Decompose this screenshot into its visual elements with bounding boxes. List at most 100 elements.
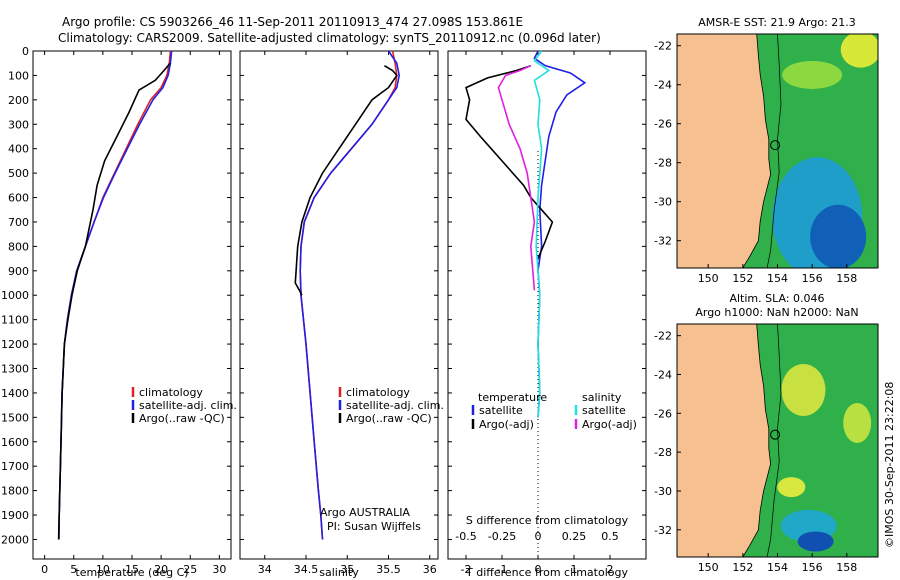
lon-tick-label: 158 xyxy=(836,561,857,574)
s-tick-label: -0.25 xyxy=(488,530,516,543)
annotation-line-1: Argo AUSTRALIA xyxy=(320,506,410,519)
legend-label: satellite-adj. clim. xyxy=(346,399,444,412)
depth-tick-label: 1900 xyxy=(1,509,29,522)
x-tick-label: 2 xyxy=(607,563,614,576)
lon-tick-label: 156 xyxy=(802,561,823,574)
legend-label: Argo(-adj) xyxy=(479,418,534,431)
cold-core-patch xyxy=(810,204,867,268)
depth-tick-label: 500 xyxy=(8,167,29,180)
x-tick-label: 35 xyxy=(340,563,354,576)
legend-label: climatology xyxy=(346,386,410,399)
depth-tick-label: 1700 xyxy=(1,460,29,473)
depth-tick-label: 800 xyxy=(8,240,29,253)
float-location-marker xyxy=(770,140,781,151)
lon-tick-label: 156 xyxy=(802,272,823,285)
x-tick-label: 30 xyxy=(212,563,226,576)
legend-label: satellite xyxy=(479,404,523,417)
lon-tick-label: 154 xyxy=(767,272,788,285)
title-line-1: Argo profile: CS 5903266_46 11-Sep-2011 … xyxy=(62,15,523,29)
annotation-line-2: PI: Susan Wijffels xyxy=(327,520,421,533)
salinity-panel: 34 34.5 35 35.5 36 climatologysatellite-adj. … xyxy=(239,50,444,576)
s-difference-xlabel: S difference from climatology xyxy=(466,514,629,527)
lat-tick-label: -24 xyxy=(654,368,672,381)
lat-tick-label: -22 xyxy=(654,40,672,53)
s-tick-label: -0.5 xyxy=(455,530,476,543)
s-tick-label: 0 xyxy=(535,530,542,543)
depth-tick-label: 2000 xyxy=(1,533,29,546)
lon-tick-label: 154 xyxy=(767,561,788,574)
depth-tick-label: 300 xyxy=(8,118,29,131)
series-line xyxy=(533,50,587,418)
sla-map: 150 152 154 156 158 -22 -24 -26 -28 -30 -32 xyxy=(654,323,879,574)
lat-tick-label: -32 xyxy=(654,235,672,248)
land-mass xyxy=(677,34,772,268)
depth-tick-label: 600 xyxy=(8,192,29,205)
x-tick-label: 15 xyxy=(125,563,139,576)
x-tick-label: 35.5 xyxy=(376,563,401,576)
legend-label: satellite xyxy=(582,404,626,417)
x-tick-label: 36 xyxy=(423,563,437,576)
legend-label: satellite-adj. clim. xyxy=(139,399,237,412)
lon-tick-label: 158 xyxy=(836,272,857,285)
lon-tick-label: 150 xyxy=(698,272,719,285)
legend-label: Argo(..raw -QC) xyxy=(139,412,225,425)
x-tick-label: 5 xyxy=(70,563,77,576)
x-tick-label: 10 xyxy=(96,563,110,576)
lon-tick-label: 152 xyxy=(732,561,753,574)
depth-tick-label: 1400 xyxy=(1,387,29,400)
sst-map-title: AMSR-E SST: 21.9 Argo: 21.3 xyxy=(698,16,856,29)
series-line xyxy=(299,50,398,540)
x-tick-label: -2 xyxy=(461,563,472,576)
x-tick-label: 20 xyxy=(154,563,168,576)
depth-tick-label: 400 xyxy=(8,143,29,156)
depth-tick-label: 100 xyxy=(8,69,29,82)
high-sla-patch xyxy=(781,364,826,417)
x-tick-label: 0 xyxy=(41,563,48,576)
depth-tick-label: 1600 xyxy=(1,436,29,449)
title-line-2: Climatology: CARS2009. Satellite-adjuste… xyxy=(58,31,601,45)
lat-tick-label: -26 xyxy=(654,118,672,131)
depth-tick-label: 1200 xyxy=(1,338,29,351)
depth-tick-label: 1500 xyxy=(1,411,29,424)
series-line xyxy=(58,50,173,540)
s-tick-label: 0.25 xyxy=(562,530,587,543)
salinity-xlabel: salinity xyxy=(319,566,359,579)
x-tick-label: 25 xyxy=(183,563,197,576)
depth-tick-label: 200 xyxy=(8,94,29,107)
depth-tick-label: 1300 xyxy=(1,363,29,376)
temperature-xlabel: temperature (deg C) xyxy=(75,566,188,579)
series-line xyxy=(58,50,172,540)
land-mass xyxy=(677,324,772,557)
lat-tick-label: -30 xyxy=(654,485,672,498)
t-difference-xlabel: T difference from climatology xyxy=(465,566,628,579)
lat-tick-label: -28 xyxy=(654,446,672,459)
sst-map: 150 152 154 156 158 -22 -24 -26 -28 -30 -32 xyxy=(654,33,879,285)
series-line xyxy=(465,64,554,259)
float-location-marker xyxy=(770,429,781,440)
series-line xyxy=(294,65,398,296)
lat-tick-label: -24 xyxy=(654,79,672,92)
depth-tick-label: 900 xyxy=(8,265,29,278)
high-sla-patch xyxy=(777,477,806,498)
lat-tick-label: -28 xyxy=(654,157,672,170)
legend-label: Argo(-adj) xyxy=(582,418,637,431)
legend-label: climatology xyxy=(139,386,203,399)
lat-tick-label: -32 xyxy=(654,524,672,537)
legend-group-title: temperature xyxy=(478,391,547,404)
depth-tick-label: 700 xyxy=(8,216,29,229)
isobath-contour xyxy=(766,324,782,557)
series-line xyxy=(533,50,551,418)
warm-water-patch xyxy=(782,60,843,89)
series-line xyxy=(497,64,536,291)
series-line xyxy=(299,50,401,540)
lat-tick-label: -26 xyxy=(654,407,672,420)
x-tick-label: -1 xyxy=(497,563,508,576)
x-tick-label: 1 xyxy=(571,563,578,576)
sla-map-subtitle: Argo h1000: NaN h2000: NaN xyxy=(695,306,858,319)
x-tick-label: 0 xyxy=(535,563,542,576)
high-sla-patch xyxy=(843,403,872,444)
x-tick-label: 34.5 xyxy=(294,563,319,576)
depth-tick-label: 1000 xyxy=(1,289,29,302)
s-tick-label: 0.5 xyxy=(601,530,619,543)
